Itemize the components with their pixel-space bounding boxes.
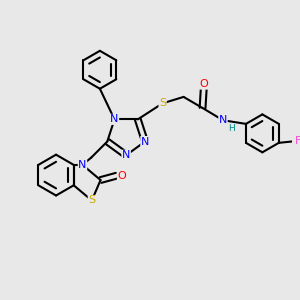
Text: N: N — [122, 150, 130, 160]
Text: H: H — [228, 124, 235, 133]
Text: S: S — [88, 196, 95, 206]
Text: N: N — [78, 160, 87, 170]
Text: F: F — [295, 136, 300, 146]
Text: S: S — [159, 98, 166, 108]
Text: O: O — [200, 79, 208, 89]
Text: N: N — [219, 115, 227, 125]
Text: O: O — [118, 171, 126, 181]
Text: N: N — [110, 114, 119, 124]
Text: N: N — [141, 136, 149, 146]
